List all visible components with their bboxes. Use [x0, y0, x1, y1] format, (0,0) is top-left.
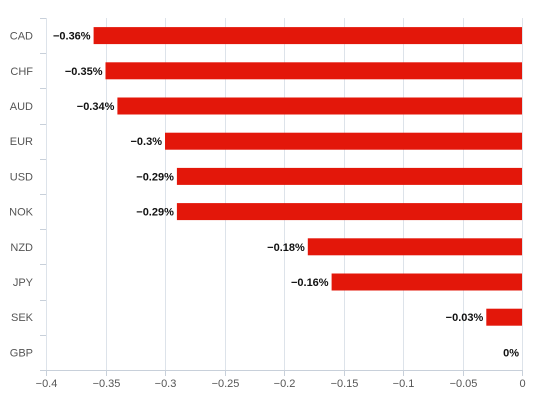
data-label: 0% [503, 347, 519, 359]
data-label: −0.18% [267, 242, 305, 254]
bar[interactable] [165, 132, 522, 150]
x-tick-label: −0.4 [36, 378, 58, 390]
data-label: −0.03% [446, 312, 484, 324]
data-label: −0.36% [53, 31, 91, 43]
x-tick-label: −0.2 [274, 378, 296, 390]
data-label: −0.29% [136, 171, 174, 183]
bar[interactable] [307, 238, 522, 256]
x-tick-label: −0.1 [393, 378, 415, 390]
x-tick-label: −0.25 [212, 378, 240, 390]
data-label: −0.34% [77, 101, 115, 113]
bar[interactable] [176, 167, 522, 185]
data-label: −0.3% [131, 136, 163, 148]
data-label: −0.29% [136, 207, 174, 219]
bar[interactable] [93, 27, 522, 45]
x-tick-label: 0 [519, 378, 525, 390]
category-label: GBP [10, 347, 33, 359]
x-tick-label: −0.35 [93, 378, 121, 390]
bar[interactable] [176, 203, 522, 221]
category-label: EUR [10, 136, 33, 148]
category-label: SEK [11, 312, 34, 324]
bar[interactable] [486, 308, 522, 326]
data-label: −0.16% [291, 277, 329, 289]
bar[interactable] [105, 62, 523, 80]
category-label: USD [10, 171, 33, 183]
category-label: NZD [10, 242, 33, 254]
category-label: NOK [9, 207, 34, 219]
category-label: AUD [10, 101, 33, 113]
category-labels: CAD CHF AUD EUR USD NOK NZD JPY SEK GBP [9, 31, 34, 360]
category-label: JPY [13, 277, 34, 289]
category-label: CAD [10, 31, 33, 43]
category-label: CHF [10, 66, 33, 78]
x-tick-label: −0.15 [331, 378, 359, 390]
bar[interactable] [117, 97, 523, 115]
bar[interactable] [331, 273, 522, 291]
x-tick-label: −0.05 [450, 378, 478, 390]
bars [93, 27, 523, 326]
data-label: −0.35% [65, 66, 103, 78]
x-tick-label: −0.3 [155, 378, 177, 390]
x-tick-labels: −0.4 −0.35 −0.3 −0.25 −0.2 −0.15 −0.1 −0.05 0 [36, 378, 526, 390]
data-labels: −0.36% −0.35% −0.34% −0.3% −0.29% −0.29% −0.18… [53, 31, 519, 360]
